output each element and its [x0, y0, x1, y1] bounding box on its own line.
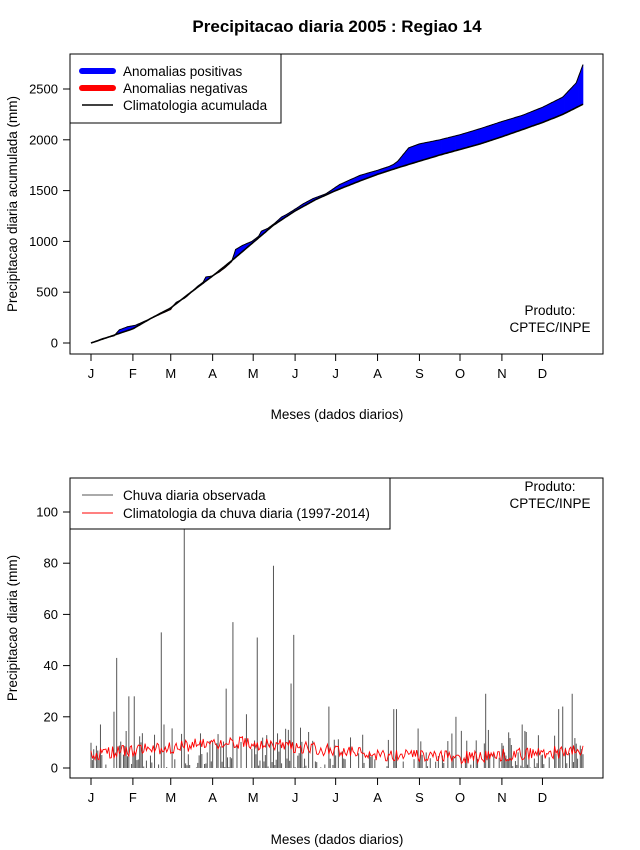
- climatology-accumulated-line: [90, 103, 584, 344]
- y-tick-label: 40: [44, 658, 58, 673]
- y-tick-label: 60: [44, 607, 58, 622]
- climatology-line-group: [90, 735, 584, 765]
- x-tick-label: F: [129, 790, 137, 805]
- chart-title: Precipitacao diaria 2005 : Regiao 14: [192, 17, 482, 36]
- daily-precipitation-chart: 0 20 40 60 80 100 J F M A M J J A S O N D Meses (dados d…: [5, 477, 604, 847]
- x-axis-label-daily: Meses (dados diarios): [271, 832, 404, 847]
- y-axis-daily: 0 20 40 60 80 100: [36, 505, 71, 776]
- product-note-daily-line1: Produto:: [524, 479, 575, 494]
- legend-label-clim-daily: Climatologia da chuva diaria (1997-2014): [123, 506, 370, 521]
- x-tick-label: M: [248, 790, 259, 805]
- x-tick-label: J: [88, 366, 95, 381]
- legend-daily: Chuva diaria observada Climatologia da c…: [69, 477, 391, 530]
- x-tick-label: J: [292, 366, 299, 381]
- accumulated-precipitation-chart: Precipitacao diaria 2005 : Regiao 14 0 50…: [5, 17, 604, 422]
- product-note-line2: CPTEC/INPE: [509, 320, 590, 335]
- x-tick-label: J: [332, 366, 339, 381]
- x-tick-label: D: [538, 790, 547, 805]
- series-lines: [90, 64, 584, 344]
- x-tick-label: A: [373, 366, 382, 381]
- x-tick-label: D: [538, 366, 547, 381]
- x-tick-label: J: [292, 790, 299, 805]
- legend-label-positive: Anomalias positivas: [123, 64, 243, 79]
- x-tick-label: M: [248, 366, 259, 381]
- x-tick-label: A: [373, 790, 382, 805]
- x-tick-label: M: [165, 790, 176, 805]
- y-tick-label: 20: [44, 709, 58, 724]
- y-axis-label-daily: Precipitacao diaria (mm): [5, 555, 20, 701]
- x-tick-label: A: [208, 790, 217, 805]
- x-tick-label: O: [455, 366, 465, 381]
- y-tick-label: 0: [51, 336, 58, 351]
- y-tick-label: 80: [44, 556, 58, 571]
- legend-label-climatology: Climatologia acumulada: [123, 98, 268, 113]
- y-tick-label: 100: [36, 505, 58, 520]
- climatology-daily-line: [90, 735, 584, 765]
- x-tick-label: N: [497, 366, 506, 381]
- y-tick-label: 0: [51, 761, 58, 776]
- x-tick-label: S: [415, 366, 424, 381]
- x-tick-label: N: [497, 790, 506, 805]
- legend-label-negative: Anomalias negativas: [123, 81, 248, 96]
- product-note-line1: Produto:: [524, 303, 575, 318]
- y-tick-label: 500: [36, 285, 58, 300]
- x-axis-label: Meses (dados diarios): [271, 407, 404, 422]
- legend: Anomalias positivas Anomalias negativas …: [69, 53, 282, 124]
- x-tick-label: S: [415, 790, 424, 805]
- x-tick-label: M: [165, 366, 176, 381]
- x-tick-label: F: [129, 366, 137, 381]
- y-tick-label: 2500: [29, 82, 58, 97]
- legend-box-daily: [69, 477, 391, 530]
- legend-label-observed: Chuva diaria observada: [123, 488, 266, 503]
- y-axis-label: Precipitacao diaria acumulada (mm): [5, 96, 20, 312]
- y-tick-label: 1000: [29, 234, 58, 249]
- y-tick-label: 1500: [29, 183, 58, 198]
- x-tick-label: O: [455, 790, 465, 805]
- x-tick-label: J: [332, 790, 339, 805]
- y-tick-label: 2000: [29, 132, 58, 147]
- x-tick-label: A: [208, 366, 217, 381]
- product-note-daily-line2: CPTEC/INPE: [509, 496, 590, 511]
- y-axis: 0 500 1000 1500 2000 2500: [29, 82, 71, 351]
- x-tick-label: J: [88, 790, 95, 805]
- anomaly-segment: [581, 64, 584, 106]
